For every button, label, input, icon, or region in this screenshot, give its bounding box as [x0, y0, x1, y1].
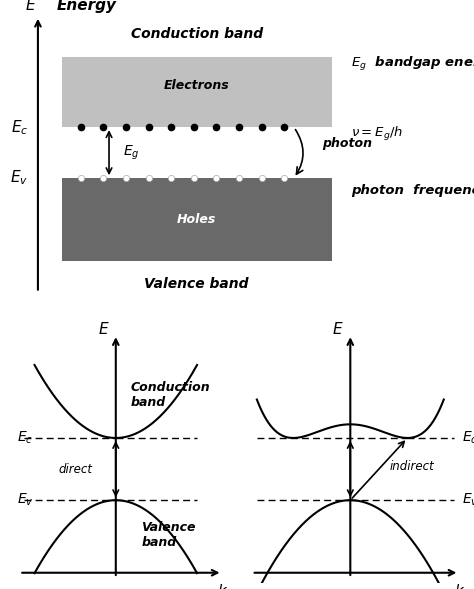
Text: Valence band: Valence band — [145, 277, 249, 291]
Bar — [62, 57, 332, 127]
Text: $E_g$: $E_g$ — [123, 144, 140, 162]
Text: $E$: $E$ — [332, 321, 344, 337]
Text: $E_c$: $E_c$ — [11, 118, 28, 137]
Text: Valence
band: Valence band — [141, 521, 196, 549]
Text: $E_v$: $E_v$ — [462, 492, 474, 508]
Text: $E$: $E$ — [25, 0, 36, 13]
Bar — [62, 178, 332, 261]
Text: Conduction
band: Conduction band — [131, 381, 210, 409]
FancyArrowPatch shape — [295, 130, 303, 174]
Text: direct: direct — [58, 462, 92, 475]
FancyArrowPatch shape — [352, 441, 404, 498]
Text: $\nu = E_g/h$: $\nu = E_g/h$ — [351, 125, 403, 143]
Text: $k$: $k$ — [454, 583, 465, 589]
Text: $E_c$: $E_c$ — [462, 430, 474, 446]
Text: $E_c$: $E_c$ — [17, 430, 33, 446]
Text: Holes: Holes — [177, 213, 217, 226]
Text: $E_g$  bandgap energy: $E_g$ bandgap energy — [351, 55, 474, 72]
Text: $k$: $k$ — [217, 583, 228, 589]
Text: $E_v$: $E_v$ — [10, 169, 28, 187]
Text: photon: photon — [322, 137, 372, 150]
Text: $E$: $E$ — [98, 321, 109, 337]
Text: Energy: Energy — [57, 0, 117, 13]
Text: Electrons: Electrons — [164, 80, 229, 92]
Text: Conduction band: Conduction band — [131, 27, 263, 41]
Text: photon  frequency: photon frequency — [351, 184, 474, 197]
Text: $E_v$: $E_v$ — [17, 492, 33, 508]
Text: indirect: indirect — [390, 460, 435, 473]
